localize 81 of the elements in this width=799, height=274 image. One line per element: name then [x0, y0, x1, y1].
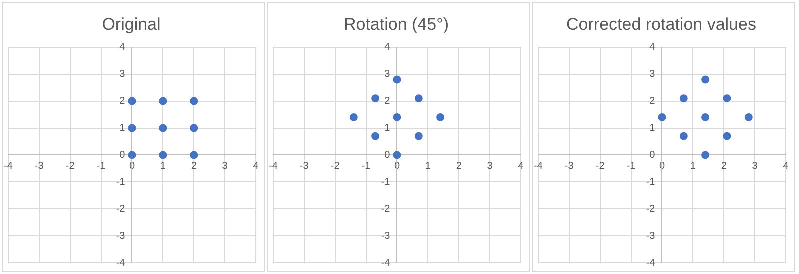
x-tick-label: 3 [222, 160, 228, 172]
x-tick-label: 1 [690, 160, 696, 172]
point [436, 113, 445, 122]
x-tick-label: -3 [564, 160, 574, 172]
y-tick-label: 0 [384, 150, 391, 161]
y-tick-label: 2 [120, 96, 126, 108]
y-tick-label: -2 [116, 204, 126, 215]
x-tick-label: 3 [752, 160, 758, 172]
chart-title: Original [102, 14, 161, 34]
x-tick-label: 1 [160, 160, 166, 172]
y-tick-label: -3 [116, 230, 126, 242]
point [702, 151, 710, 160]
point [680, 94, 688, 103]
point [680, 132, 688, 140]
y-tick-label: 4 [650, 42, 656, 54]
y-tick-label: 4 [120, 42, 126, 54]
y-tick-label: 3 [120, 69, 126, 80]
point [128, 151, 136, 160]
x-tick-label: -2 [66, 160, 76, 172]
y-tick-label: 1 [384, 123, 391, 134]
x-tick-label: -2 [596, 160, 606, 172]
y-tick-label: 2 [650, 96, 656, 108]
point [414, 94, 423, 103]
x-tick-label: -1 [96, 160, 106, 172]
point [159, 124, 168, 132]
x-tick-label: -4 [4, 160, 14, 172]
point [128, 97, 136, 106]
point [190, 124, 198, 132]
x-tick-label: -4 [268, 160, 278, 172]
point [744, 113, 753, 122]
x-tick-label: -1 [626, 160, 636, 172]
point [159, 151, 168, 160]
y-tick-label: 4 [384, 42, 391, 54]
chart-title: Rotation (45°) [344, 14, 450, 34]
point [393, 151, 402, 160]
y-tick-label: 0 [120, 150, 126, 161]
point [723, 94, 732, 103]
point [159, 97, 168, 106]
point [702, 113, 710, 122]
y-tick-label: -3 [381, 230, 391, 242]
y-tick-label: 3 [384, 69, 391, 80]
y-tick-label: -1 [646, 176, 656, 188]
point [372, 132, 380, 140]
x-tick-label: 3 [487, 160, 494, 172]
x-tick-label: 4 [518, 160, 524, 172]
x-tick-label: 2 [721, 160, 728, 172]
y-tick-label: -4 [646, 258, 656, 269]
point [702, 76, 710, 84]
x-tick-label: -3 [34, 160, 44, 172]
y-tick-label: -2 [381, 204, 391, 215]
y-tick-label: -4 [381, 258, 391, 269]
point [372, 94, 380, 103]
y-tick-label: -4 [116, 258, 126, 269]
chart-title: Corrected rotation values [566, 14, 756, 34]
x-tick-label: -3 [300, 160, 310, 172]
point [658, 113, 666, 122]
y-tick-label: -1 [381, 176, 391, 188]
x-tick-label: -2 [330, 160, 340, 172]
point [190, 97, 198, 106]
x-tick-label: -1 [362, 160, 372, 172]
point [393, 76, 402, 84]
point [128, 124, 136, 132]
y-tick-label: -1 [116, 176, 126, 188]
y-tick-label: 3 [650, 69, 656, 80]
x-tick-label: 1 [425, 160, 432, 172]
x-tick-label: -4 [534, 160, 544, 172]
point [414, 132, 423, 140]
x-tick-label: 2 [456, 160, 462, 172]
x-tick-label: 4 [783, 160, 790, 172]
y-tick-label: -2 [646, 204, 656, 215]
point [350, 113, 358, 122]
y-tick-label: 2 [384, 96, 391, 108]
point [723, 132, 732, 140]
x-tick-label: 2 [191, 160, 198, 172]
y-tick-label: 1 [650, 123, 656, 134]
y-tick-label: 0 [650, 150, 656, 161]
point [190, 151, 198, 160]
y-tick-label: 1 [120, 123, 126, 134]
x-tick-label: 4 [253, 160, 260, 172]
y-tick-label: -3 [646, 230, 656, 242]
point [393, 113, 402, 122]
